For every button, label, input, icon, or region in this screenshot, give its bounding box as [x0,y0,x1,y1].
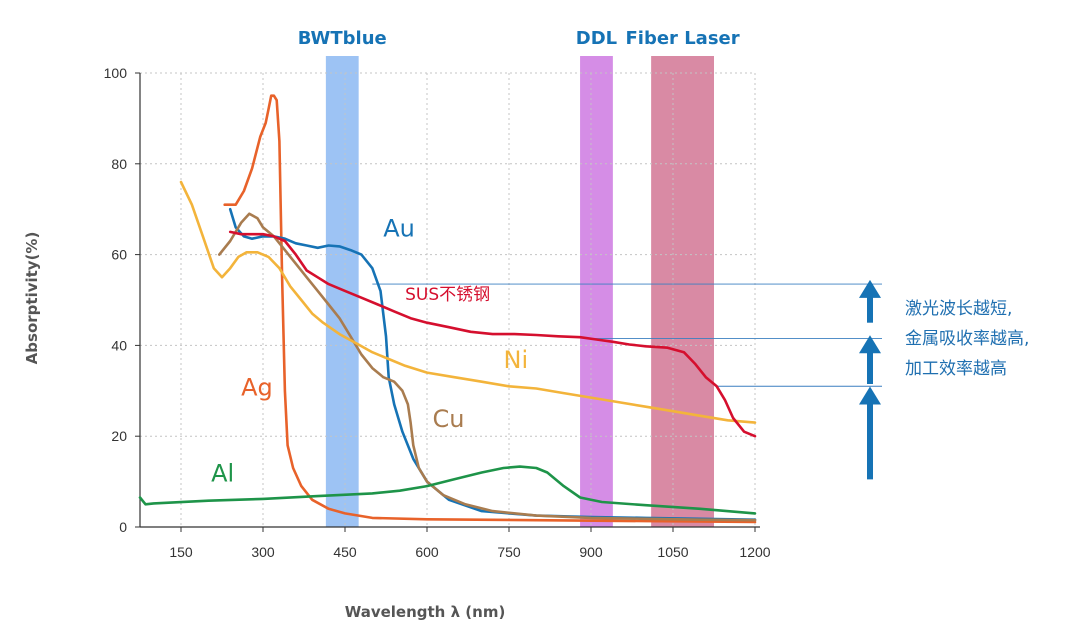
y-tick-label: 20 [111,428,127,444]
series-label-al: Al [211,460,234,488]
y-tick-label: 60 [111,247,127,263]
band-label-ddl: DDL [576,28,617,49]
series-lines [138,94,757,524]
series-label-au: Au [383,214,415,242]
x-tick-label: 750 [497,544,521,560]
arrows [859,279,881,480]
annotation-line: 金属吸收率越高, [905,329,1029,349]
axes: 0 20 40 60 80 100 150 300 450 600 750 900 1050 1200 [104,65,771,560]
annotation-line: 加工效率越高 [905,359,1007,379]
band-bwtblue [325,56,359,527]
x-tick-label: 1050 [657,544,688,560]
x-tick-label: 450 [333,544,357,560]
series-label-ag: Ag [241,373,273,401]
series-labels: Ag Au Cu Ni SUS不锈钢 Al [211,214,528,487]
arrow-head [859,386,881,405]
y-axis-title: Absorptivity(%) [23,232,41,365]
y-tick-label: 40 [111,337,127,353]
x-axis-title: Wavelength λ (nm) [345,603,506,621]
series-line-sus [228,230,757,438]
x-tick-label: 1200 [739,544,770,560]
series-line-ni [179,180,757,424]
series-line-cu [218,212,757,522]
x-tick-label: 600 [415,544,439,560]
gridlines [140,72,756,527]
series-label-sus: SUS不锈钢 [405,285,490,305]
series-label-cu: Cu [432,405,464,433]
x-tick-label: 900 [579,544,603,560]
band-label-bwtblue: BWTblue [298,28,387,49]
series-label-ni: Ni [504,346,529,374]
x-tick-label: 300 [251,544,275,560]
annotation: 激光波长越短, 金属吸收率越高, 加工效率越高 [905,299,1029,379]
reference-lines [372,283,882,387]
series-line-al [138,465,757,515]
band-ddl [580,56,613,527]
band-fiber-laser [651,56,714,527]
y-tick-label: 0 [119,519,127,535]
y-tick-label: 100 [104,65,128,81]
band-label-fiber-laser: Fiber Laser [626,28,740,49]
annotation-line: 激光波长越短, [905,299,1012,319]
x-tick-label: 150 [169,544,193,560]
arrow-head [859,279,881,298]
series-line-ag [223,94,757,524]
laser-bands: BWTblue DDL Fiber Laser [298,28,740,527]
arrow-head [859,335,881,354]
y-tick-label: 80 [111,156,127,172]
